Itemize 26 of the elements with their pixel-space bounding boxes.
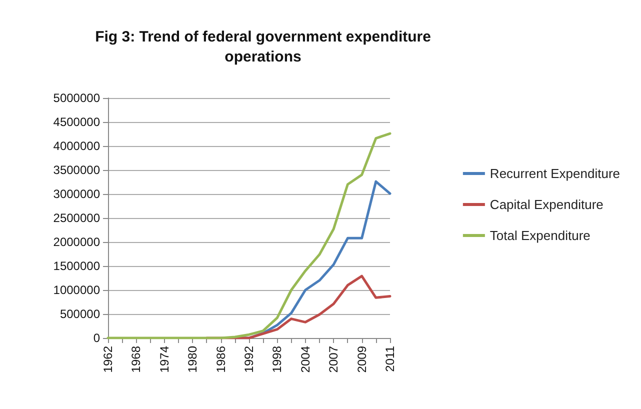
x-tick-label: 1986 bbox=[214, 346, 228, 373]
x-tick-label: 1974 bbox=[157, 346, 172, 373]
y-tick-label: 4000000 bbox=[53, 139, 100, 153]
x-tick-label: 1962 bbox=[101, 346, 115, 373]
x-tick-label: 1980 bbox=[186, 346, 200, 373]
x-tick-label: 1992 bbox=[242, 346, 256, 373]
x-tick-label: 1968 bbox=[129, 346, 144, 373]
x-tick-label: 2009 bbox=[354, 346, 369, 373]
legend-label: Capital Expenditure bbox=[490, 197, 604, 212]
y-tick-label: 0 bbox=[93, 331, 100, 345]
chart-title: Fig 3: Trend of federal government expenditure operations bbox=[95, 28, 431, 66]
x-tick-label: 2011 bbox=[383, 346, 397, 372]
y-tick-label: 3000000 bbox=[53, 187, 100, 201]
y-tick-label: 4500000 bbox=[53, 115, 100, 129]
y-tick-label: 5000000 bbox=[53, 91, 100, 105]
legend-label: Recurrent Expenditure bbox=[490, 166, 620, 181]
y-tick-label: 2000000 bbox=[53, 235, 100, 249]
x-tick-label: 2004 bbox=[298, 346, 312, 373]
legend-label: Total Expenditure bbox=[490, 228, 590, 243]
y-tick-label: 2500000 bbox=[53, 211, 100, 225]
y-tick-label: 500000 bbox=[60, 307, 100, 321]
x-tick-label: 1998 bbox=[270, 346, 284, 373]
y-tick-label: 1500000 bbox=[53, 259, 100, 273]
y-tick-label: 3500000 bbox=[53, 163, 100, 177]
x-tick-label: 2007 bbox=[326, 346, 341, 373]
y-tick-label: 1000000 bbox=[53, 283, 100, 297]
